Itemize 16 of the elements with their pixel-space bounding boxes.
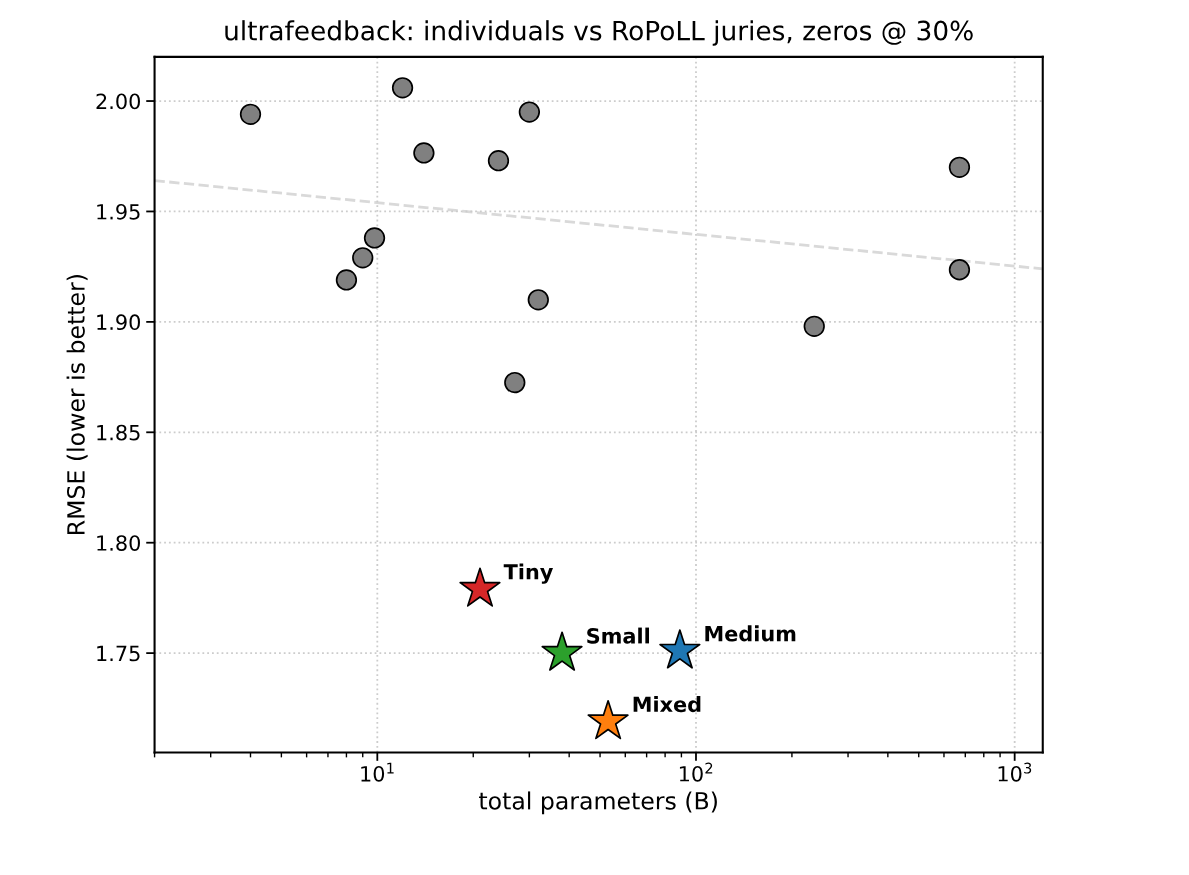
x-axis-title: total parameters (B) <box>479 791 717 815</box>
series-label: Medium <box>705 625 796 642</box>
series-label: Mixed <box>633 696 701 713</box>
chart-title: ultrafeedback: individuals vs RoPoLL juries, zeros @ 30% <box>225 20 973 46</box>
series-label: Small <box>587 627 649 644</box>
y-axis-title: RMSE (lower is better) <box>66 275 88 535</box>
y-tick-label: 1.95 <box>97 203 140 220</box>
y-tick-label: 1.75 <box>97 645 140 662</box>
series-label: Tiny <box>503 563 553 584</box>
x-tick-label: 10$^{2}$ <box>679 762 713 782</box>
y-tick-label: 2.00 <box>96 93 140 110</box>
y-tick-label: 1.80 <box>97 535 140 551</box>
x-tick-label: 10$^{3}$ <box>998 762 1032 782</box>
x-tick-label: 10$^{1}$ <box>361 762 394 782</box>
y-tick-label: 1.90 <box>97 314 140 331</box>
y-tick-label: 1.85 <box>97 424 140 441</box>
